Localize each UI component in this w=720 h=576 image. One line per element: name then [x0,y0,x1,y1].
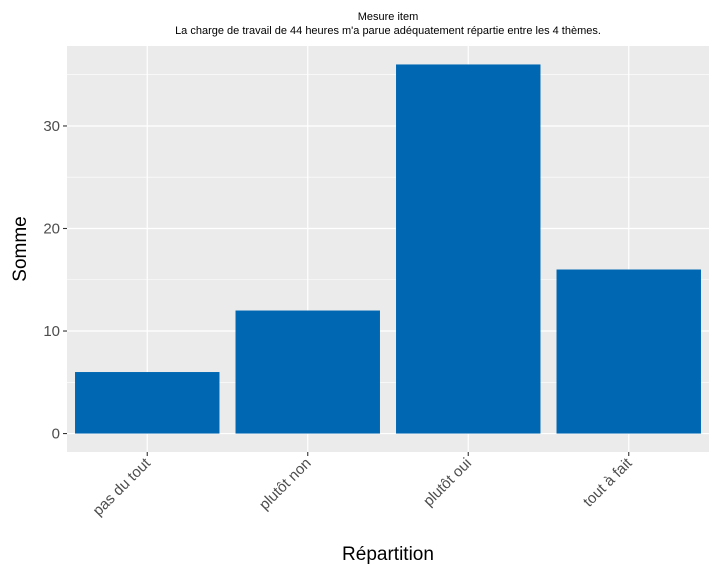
x-tick-label: plutôt non [256,455,315,514]
y-tick-label: 20 [43,220,60,237]
y-axis-title: Somme [10,216,31,281]
x-tick-label: tout à fait [580,454,636,510]
bar-pas-du-tout [75,372,220,434]
bar-tout-à-fait [556,269,701,434]
y-tick-label: 0 [52,426,60,443]
bar-plutôt-non [235,310,380,434]
y-tick-label: 30 [43,118,60,135]
y-tick-label: 10 [43,323,60,340]
y-axis-ticks: 0 10 20 30 [43,118,67,443]
bar-plutôt-oui [396,64,541,434]
chart-subtitle: La charge de travail de 44 heures m'a pa… [175,25,601,37]
x-tick-label: pas du tout [90,454,155,519]
x-axis-ticks: pas du tout plutôt non plutôt oui tout à fa… [90,452,636,519]
bars [75,64,701,434]
x-tick-label: plutôt oui [420,455,475,510]
x-axis-title: Répartition [342,544,434,565]
chart-title: Mesure item [358,11,419,23]
